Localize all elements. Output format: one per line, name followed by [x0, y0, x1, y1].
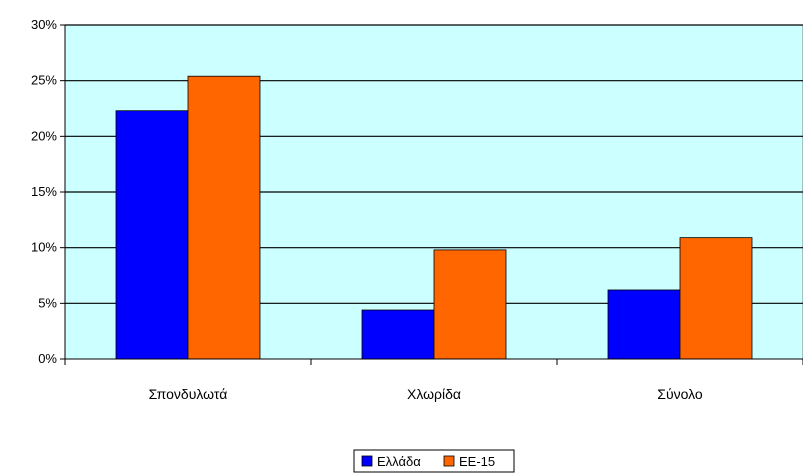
legend-box — [353, 449, 515, 473]
y-tick-label: 25% — [31, 73, 57, 88]
bar-greece-2 — [361, 309, 435, 360]
y-tick-label: 5% — [38, 295, 57, 310]
y-tick-label: 20% — [31, 128, 57, 143]
legend-label: Ελλάδα — [377, 454, 421, 469]
legend-label: ΕΕ-15 — [459, 454, 495, 469]
y-tick-label: 15% — [31, 184, 57, 199]
x-category-label: Σπονδυλωτά — [149, 386, 228, 402]
legend-swatch — [443, 455, 455, 467]
x-axis-ticks: Σπονδυλωτά Χλωρίδα Σύνολο — [64, 359, 803, 402]
x-category-label: Σύνολο — [657, 386, 703, 402]
x-category-label: Χλωρίδα — [407, 386, 461, 402]
bar-greece-1 — [115, 110, 189, 360]
bar-eu15-2 — [433, 249, 507, 360]
legend: Ελλάδα ΕΕ-15 — [353, 449, 515, 473]
y-tick-label: 0% — [38, 351, 57, 366]
y-tick-label: 10% — [31, 240, 57, 255]
legend-swatch — [361, 455, 373, 467]
y-tick-label: 30% — [31, 17, 57, 32]
bar-eu15-1 — [187, 75, 261, 360]
y-axis-ticks: 0% 5% 10% 15% 20% 25% 30% — [31, 17, 65, 366]
bar-eu15-3 — [679, 237, 753, 360]
bar-greece-3 — [607, 289, 681, 360]
